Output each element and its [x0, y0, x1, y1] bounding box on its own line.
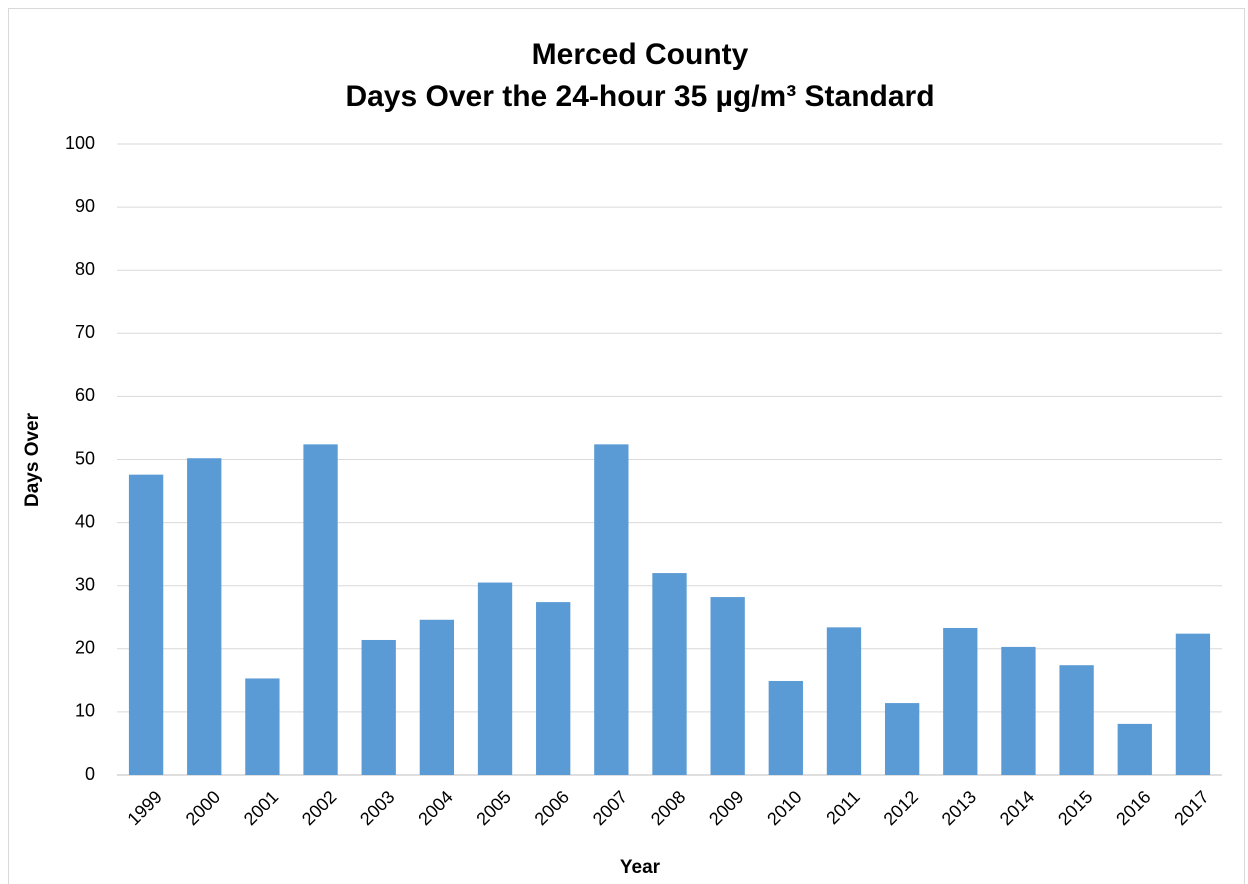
bar	[477, 582, 513, 775]
y-tick-label: 10	[75, 701, 95, 721]
bar	[128, 474, 164, 775]
bar	[652, 573, 687, 775]
bar	[536, 602, 571, 775]
y-tick-label: 50	[75, 448, 95, 468]
bar	[187, 458, 222, 775]
y-tick-label: 100	[65, 133, 95, 153]
y-tick-label: 30	[75, 574, 95, 594]
bar	[1059, 665, 1094, 775]
bar	[884, 703, 920, 775]
bar	[943, 627, 978, 775]
y-tick-label: 80	[75, 259, 95, 279]
x-axis-title: Year	[620, 857, 661, 878]
y-tick-label: 20	[75, 638, 95, 658]
bar	[710, 597, 745, 775]
bar	[245, 678, 280, 775]
bar	[1175, 633, 1211, 775]
y-tick-label: 60	[75, 385, 95, 405]
bar	[361, 639, 396, 775]
chart-title: Merced County	[532, 38, 749, 71]
y-axis-title: Days Over	[22, 412, 43, 507]
bar	[826, 627, 862, 775]
y-tick-label: 40	[75, 511, 95, 531]
y-tick-label: 90	[75, 196, 95, 216]
y-tick-label: 0	[85, 764, 95, 784]
bar	[1117, 723, 1152, 775]
chart-subtitle: Days Over the 24-hour 35 µg/m³ Standard	[345, 80, 934, 113]
bar	[768, 680, 803, 775]
y-tick-label: 70	[75, 322, 95, 342]
bar	[1001, 646, 1036, 775]
bar	[419, 619, 455, 775]
bar	[594, 444, 629, 775]
bar	[303, 444, 338, 775]
